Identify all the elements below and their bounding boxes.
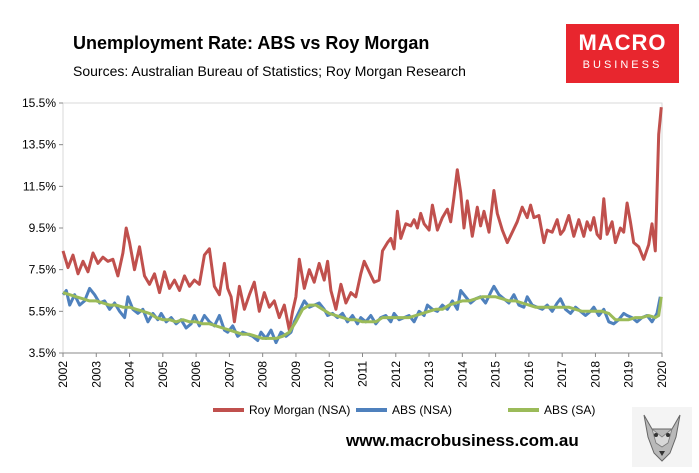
- y-tick-label: 15.5%: [22, 96, 56, 110]
- x-tick-label: 2002: [56, 361, 70, 388]
- x-tick-label: 2017: [555, 361, 569, 388]
- legend-label: ABS (SA): [544, 403, 595, 417]
- y-tick-label: 9.5%: [29, 221, 57, 235]
- logo-line1: MACRO: [578, 30, 667, 55]
- x-tick-label: 2019: [622, 361, 636, 388]
- x-tick-label: 2004: [123, 361, 137, 388]
- footer-url[interactable]: www.macrobusiness.com.au: [346, 431, 579, 450]
- x-tick-label: 2009: [289, 361, 303, 388]
- x-tick-label: 2008: [256, 361, 270, 388]
- x-tick-label: 2014: [455, 361, 469, 388]
- legend-label: Roy Morgan (NSA): [249, 403, 350, 417]
- series-line-3: [62, 291, 663, 340]
- x-tick-label: 2015: [489, 361, 503, 388]
- wolf-head-icon: [632, 407, 692, 467]
- logo-line2: BUSINESS: [582, 59, 663, 71]
- x-tick-label: 2005: [156, 361, 170, 388]
- chart-subtitle: Sources: Australian Bureau of Statistics…: [73, 63, 466, 79]
- y-tick-label: 7.5%: [29, 263, 57, 277]
- x-tick-label: 2006: [189, 361, 203, 388]
- legend-label: ABS (NSA): [392, 403, 452, 417]
- x-tick-label: 2011: [356, 361, 370, 387]
- x-tick-label: 2010: [322, 361, 336, 388]
- x-tick-label: 2013: [422, 361, 436, 388]
- y-tick-label: 11.5%: [23, 179, 56, 193]
- x-tick-label: 2020: [655, 361, 669, 388]
- macrobusiness-logo: MACRO BUSINESS: [566, 24, 679, 83]
- y-tick-label: 3.5%: [29, 346, 57, 360]
- x-tick-label: 2016: [522, 361, 536, 388]
- x-tick-label: 2003: [89, 361, 103, 388]
- x-tick-label: 2018: [588, 361, 602, 388]
- y-tick-label: 5.5%: [29, 304, 57, 318]
- chart-legend: Roy Morgan (NSA) ABS (NSA) ABS (SA): [213, 403, 595, 417]
- series-line-1: [61, 107, 663, 332]
- x-tick-label: 2012: [389, 361, 403, 388]
- y-tick-label: 13.5%: [22, 138, 56, 152]
- plot-area: 3.5% 5.5% 7.5% 9.5% 11.5% 13.5% 15.5% 2002 2003 2…: [22, 96, 669, 388]
- x-tick-label: 2007: [222, 361, 236, 388]
- series-line-2: [61, 284, 662, 345]
- chart-title: Unemployment Rate: ABS vs Roy Morgan: [73, 33, 430, 53]
